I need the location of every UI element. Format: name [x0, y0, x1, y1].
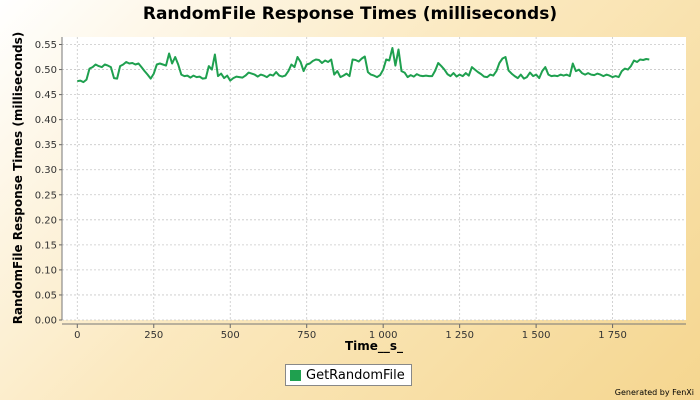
- y-tick-label: 0.00: [35, 316, 57, 327]
- chart-title: RandomFile Response Times (milliseconds): [142, 4, 558, 24]
- series-layer: [77, 47, 650, 84]
- y-tick-label: 0.05: [35, 290, 57, 301]
- x-axis-label: Time__s_: [345, 339, 403, 354]
- x-tick-label: 250: [144, 330, 163, 341]
- x-tick-label: 1 000: [369, 330, 398, 341]
- legend: GetRandomFile: [285, 364, 412, 386]
- x-tick-label: 1 500: [522, 330, 551, 341]
- legend-label: GetRandomFile: [306, 367, 405, 383]
- y-tick-label: 0.25: [35, 190, 57, 201]
- y-axis-label: RandomFile Response Times (milliseconds): [11, 32, 25, 324]
- y-tick-label: 0.30: [35, 165, 57, 176]
- legend-swatch: [290, 369, 301, 381]
- x-tick-label: 500: [221, 330, 240, 341]
- grid-layer: [62, 37, 686, 321]
- footer-credit: Generated by FenXi: [614, 388, 694, 397]
- x-tick-label: 0: [74, 330, 80, 341]
- y-tick-label: 0.55: [35, 40, 57, 51]
- y-tick-label: 0.50: [35, 65, 57, 76]
- y-tick-label: 0.40: [35, 115, 57, 126]
- y-tick-label: 0.35: [35, 140, 57, 151]
- x-tick-label: 1 750: [598, 330, 627, 341]
- series-line-GetRandomFile: [77, 47, 650, 84]
- plot-area: [62, 37, 686, 320]
- axis-layer: 0.00 0.05 0.10 0.15 0.20 0.25 0.30 0.35 0.40 0.45…: [35, 37, 686, 341]
- x-tick-label: 750: [297, 330, 316, 341]
- y-tick-label: 0.45: [35, 90, 57, 101]
- y-tick-label: 0.20: [35, 215, 57, 226]
- x-tick-label: 1 250: [445, 330, 474, 341]
- y-tick-label: 0.15: [35, 240, 57, 251]
- y-tick-label: 0.10: [35, 265, 57, 276]
